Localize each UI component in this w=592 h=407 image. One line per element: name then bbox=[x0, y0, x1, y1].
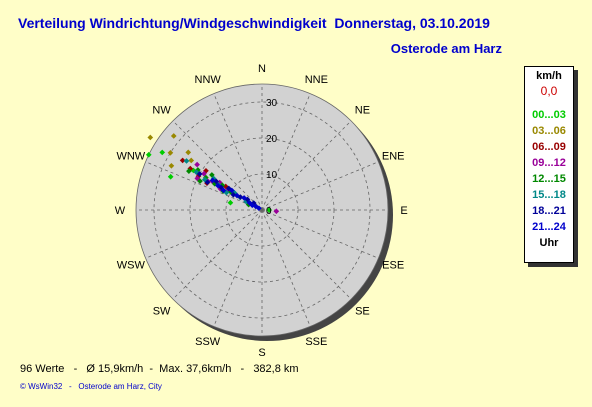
copyright-text: © WsWin32 - Osterode am Harz, City bbox=[20, 382, 162, 391]
legend-item: 12...15 bbox=[532, 173, 566, 185]
direction-label: ENE bbox=[382, 151, 405, 163]
direction-label: SSE bbox=[305, 336, 327, 348]
data-point bbox=[256, 205, 262, 212]
direction-spoke bbox=[261, 209, 311, 327]
data-point bbox=[167, 149, 174, 156]
legend-item: 15...18 bbox=[532, 189, 566, 201]
data-point bbox=[220, 187, 227, 194]
direction-label: SE bbox=[355, 305, 370, 317]
direction-label: SSW bbox=[195, 336, 221, 348]
data-point bbox=[209, 177, 216, 184]
data-point bbox=[201, 170, 207, 177]
data-point bbox=[168, 162, 175, 169]
legend: km/h 0,0 00...03 03...06 06...09 09...12 12.… bbox=[524, 66, 574, 263]
direction-label: WNW bbox=[116, 151, 145, 163]
direction-spoke bbox=[213, 93, 263, 211]
radial-tick-label: 20 bbox=[266, 134, 278, 145]
data-point bbox=[227, 199, 234, 206]
radial-tick-label: 0 bbox=[266, 206, 272, 217]
direction-spoke bbox=[261, 209, 379, 259]
stats-footer: 96 Werte - Ø 15,9km/h - Max. 37,6km/h - … bbox=[20, 363, 299, 375]
legend-item: 21...24 bbox=[532, 221, 566, 233]
chart-title: Verteilung Windrichtung/Windgeschwindigk… bbox=[18, 15, 490, 31]
direction-label: E bbox=[400, 205, 407, 217]
data-point bbox=[147, 134, 154, 141]
legend-max-value: 0,0 bbox=[540, 84, 558, 98]
direction-label: NNW bbox=[195, 74, 222, 86]
direction-label: S bbox=[258, 347, 265, 359]
legend-item: 03...06 bbox=[532, 125, 566, 137]
radial-tick-label: 30 bbox=[266, 98, 278, 109]
data-point bbox=[186, 168, 192, 174]
data-point bbox=[196, 171, 203, 177]
legend-item: 18...21 bbox=[532, 205, 566, 217]
direction-spoke bbox=[172, 209, 263, 300]
data-point bbox=[170, 133, 177, 139]
data-point bbox=[273, 208, 280, 215]
data-point bbox=[179, 157, 186, 164]
data-point bbox=[159, 149, 166, 156]
data-point bbox=[241, 195, 247, 201]
direction-spoke bbox=[261, 209, 352, 300]
direction-spoke bbox=[261, 93, 311, 211]
legend-item: 00...03 bbox=[532, 109, 566, 121]
direction-label: NE bbox=[355, 105, 370, 117]
legend-item: 09...12 bbox=[532, 157, 566, 169]
data-point bbox=[234, 192, 240, 199]
legend-footer: Uhr bbox=[539, 237, 559, 249]
data-point bbox=[228, 187, 235, 194]
direction-spoke bbox=[145, 161, 263, 211]
data-point bbox=[194, 161, 200, 168]
radial-tick-label: 10 bbox=[266, 170, 278, 181]
data-point bbox=[183, 158, 190, 164]
legend-unit: km/h bbox=[536, 70, 562, 82]
direction-label: WSW bbox=[117, 259, 146, 271]
data-point bbox=[167, 173, 174, 180]
direction-label: ESE bbox=[382, 259, 404, 271]
data-point bbox=[266, 207, 273, 213]
data-point bbox=[145, 151, 152, 158]
direction-label: N bbox=[258, 63, 266, 75]
direction-label: SW bbox=[153, 305, 171, 317]
direction-label: W bbox=[115, 205, 126, 217]
direction-spoke bbox=[261, 161, 379, 211]
direction-spoke bbox=[145, 209, 263, 259]
data-point bbox=[197, 178, 203, 184]
direction-label: NW bbox=[152, 105, 171, 117]
direction-spoke bbox=[172, 120, 263, 211]
data-point bbox=[230, 191, 237, 198]
legend-item: 06...09 bbox=[532, 141, 566, 153]
data-point bbox=[215, 182, 221, 189]
direction-spoke bbox=[261, 120, 352, 211]
chart-location: Osterode am Harz bbox=[390, 41, 502, 56]
direction-spoke bbox=[213, 209, 263, 327]
data-point bbox=[185, 149, 192, 156]
direction-label: NNE bbox=[305, 74, 328, 86]
data-point bbox=[204, 179, 211, 186]
data-point bbox=[188, 157, 195, 164]
